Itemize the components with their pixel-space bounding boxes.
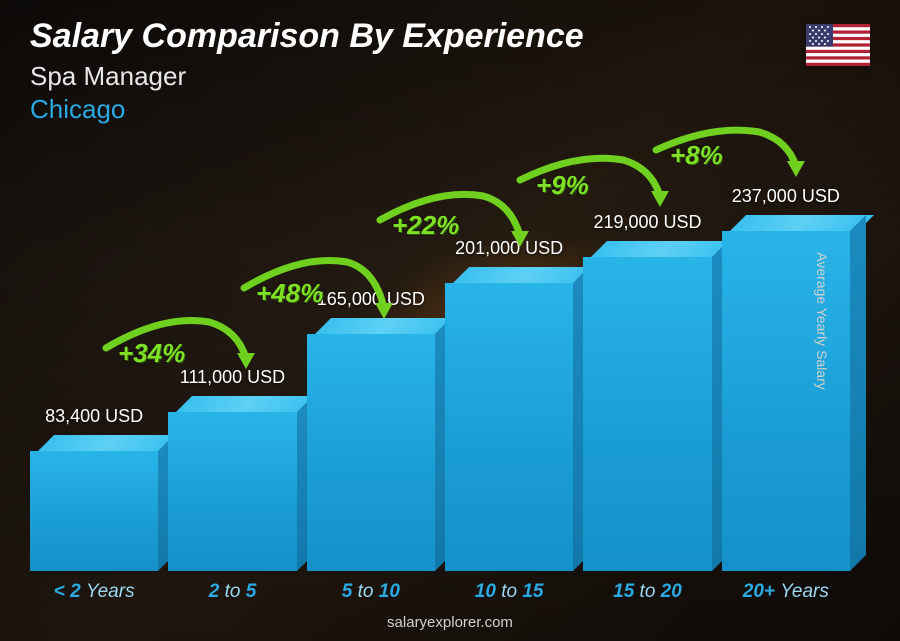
footer-attribution: salaryexplorer.com: [0, 614, 900, 631]
bar: 83,400 USD: [30, 406, 158, 571]
chart-location: Chicago: [30, 94, 584, 125]
header: Salary Comparison By Experience Spa Mana…: [30, 18, 584, 125]
us-flag-icon: [806, 24, 870, 66]
bar-3d: [722, 215, 850, 571]
pct-change-text: +22%: [392, 210, 459, 241]
bar: 219,000 USD: [583, 212, 711, 571]
bar-3d: [307, 318, 435, 571]
bar-3d: [583, 241, 711, 571]
pct-change-badge: +34%: [118, 338, 185, 369]
pct-change-badge: +9%: [536, 170, 589, 201]
x-label: < 2 Years: [30, 581, 158, 603]
pct-change-text: +48%: [256, 278, 323, 309]
chart-subtitle: Spa Manager: [30, 61, 584, 92]
x-label: 20+ Years: [722, 581, 850, 603]
pct-change-badge: +22%: [392, 210, 459, 241]
bar-3d: [30, 435, 158, 571]
y-axis-label: Average Yearly Salary: [813, 252, 829, 390]
chart-title: Salary Comparison By Experience: [30, 18, 584, 55]
x-axis-labels: < 2 Years 2 to 5 5 to 10 10 to 15 15 to 20 20…: [30, 581, 850, 603]
pct-change-text: +9%: [536, 170, 589, 201]
x-label: 5 to 10: [307, 581, 435, 603]
pct-change-text: +8%: [670, 140, 723, 171]
x-label: 10 to 15: [445, 581, 573, 603]
pct-change-badge: +8%: [670, 140, 723, 171]
x-label: 15 to 20: [583, 581, 711, 603]
bar: 201,000 USD: [445, 238, 573, 571]
pct-change-badge: +48%: [256, 278, 323, 309]
bar-3d: [445, 267, 573, 571]
bar-3d: [168, 396, 296, 571]
bar: 237,000 USD: [722, 186, 850, 571]
bar-value-label: 83,400 USD: [45, 406, 143, 427]
x-label: 2 to 5: [168, 581, 296, 603]
pct-change-text: +34%: [118, 338, 185, 369]
